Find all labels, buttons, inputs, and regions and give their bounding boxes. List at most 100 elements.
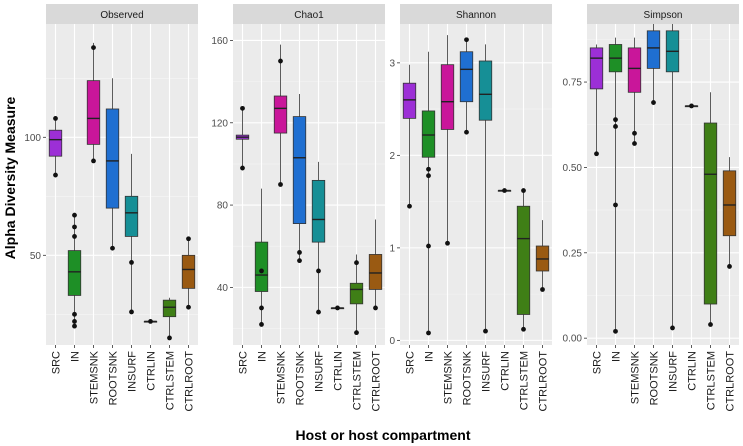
data-point bbox=[259, 305, 264, 311]
box-insurf bbox=[124, 153, 139, 315]
data-point bbox=[445, 240, 450, 246]
y-tick-label: 120 bbox=[211, 118, 228, 129]
box-body bbox=[67, 250, 82, 296]
data-point bbox=[53, 172, 58, 178]
x-tick-label: IN bbox=[257, 351, 269, 362]
x-tick-label: ROOTSNK bbox=[649, 350, 661, 405]
panel-strip bbox=[46, 4, 198, 24]
y-axis-title: Alpha Diversity Measure bbox=[2, 96, 18, 259]
box-body bbox=[292, 116, 307, 224]
box-rootsnk bbox=[105, 78, 120, 251]
data-point bbox=[613, 117, 618, 123]
x-axis-title: Host or host compartment bbox=[295, 427, 470, 443]
panel-title: Chao1 bbox=[294, 10, 324, 21]
data-point bbox=[129, 259, 134, 265]
box-stemsnk bbox=[440, 35, 455, 246]
box-body bbox=[273, 95, 288, 134]
panel-strip bbox=[400, 4, 552, 24]
box-insurf bbox=[478, 44, 493, 334]
box-body bbox=[349, 282, 364, 305]
y-tick-label: 0 bbox=[389, 336, 395, 347]
x-tick-label: CTRLROOT bbox=[371, 351, 383, 412]
box-in bbox=[608, 37, 623, 334]
box-body bbox=[516, 205, 531, 315]
panel-strip bbox=[233, 4, 385, 24]
data-point bbox=[464, 129, 469, 135]
data-point bbox=[540, 287, 545, 292]
x-tick-label: ROOTSNK bbox=[108, 350, 120, 405]
data-point bbox=[613, 328, 618, 334]
x-tick-label: SRC bbox=[405, 351, 417, 374]
box-ctrlstem bbox=[516, 188, 531, 332]
x-tick-label: CTRLSTEM bbox=[165, 351, 177, 410]
box-insurf bbox=[311, 161, 326, 315]
data-point bbox=[689, 103, 694, 109]
box-rootsnk bbox=[459, 37, 474, 135]
box-ctrlin bbox=[684, 103, 699, 109]
y-tick-label: 160 bbox=[211, 36, 228, 47]
data-point bbox=[521, 326, 526, 332]
data-point bbox=[53, 116, 58, 121]
box-ctrlstem bbox=[349, 254, 364, 336]
x-tick-label: INSURF bbox=[314, 351, 326, 392]
box-ctrlstem bbox=[162, 297, 177, 341]
data-point bbox=[316, 268, 321, 274]
box-body bbox=[86, 80, 101, 145]
box-src bbox=[235, 105, 250, 171]
data-point bbox=[426, 173, 431, 179]
data-point bbox=[632, 130, 637, 136]
data-point bbox=[594, 151, 599, 157]
box-body bbox=[124, 195, 139, 237]
data-point bbox=[651, 100, 656, 105]
data-point bbox=[167, 335, 172, 341]
data-point bbox=[632, 141, 637, 146]
y-tick-label: 1 bbox=[389, 243, 395, 254]
data-point bbox=[91, 158, 96, 164]
x-tick-label: CTRLROOT bbox=[538, 351, 550, 412]
box-ctrlroot bbox=[535, 220, 550, 292]
data-point bbox=[297, 258, 302, 264]
panel-chao1: Chao1 40 80 120 160 SRC IN STEMSNK ROOTSNK INSURF… bbox=[211, 4, 385, 412]
data-point bbox=[354, 330, 359, 336]
data-point bbox=[708, 322, 713, 327]
box-in bbox=[67, 212, 82, 329]
y-tick-label: 0.50 bbox=[563, 163, 583, 174]
box-body bbox=[421, 110, 436, 158]
box-body bbox=[311, 179, 326, 243]
y-tick-label: 3 bbox=[389, 58, 395, 69]
data-point bbox=[670, 325, 675, 331]
y-tick-label: 0.00 bbox=[563, 334, 583, 345]
data-point bbox=[354, 260, 359, 266]
x-tick-label: CTRLSTEM bbox=[706, 351, 718, 410]
data-point bbox=[259, 322, 264, 327]
data-point bbox=[72, 318, 77, 324]
x-tick-label: SRC bbox=[238, 351, 250, 374]
panel-title: Shannon bbox=[456, 10, 496, 21]
data-point bbox=[483, 328, 488, 334]
x-tick-label: CTRLIN bbox=[333, 351, 345, 391]
y-tick-label: 2 bbox=[389, 151, 395, 162]
x-tick-label: STEMSNK bbox=[89, 350, 101, 404]
box-ctrlroot bbox=[368, 219, 383, 311]
x-tick-label: CTRLIN bbox=[687, 351, 699, 391]
y-tick-label: 80 bbox=[217, 201, 229, 212]
box-ctrlroot bbox=[181, 236, 196, 310]
box-in bbox=[421, 51, 436, 336]
data-point bbox=[316, 309, 321, 315]
data-point bbox=[613, 124, 618, 129]
box-body bbox=[162, 299, 177, 318]
box-body bbox=[368, 254, 383, 290]
x-tick-label: IN bbox=[424, 351, 436, 362]
box-body bbox=[646, 30, 661, 69]
box-body bbox=[48, 129, 63, 157]
x-tick-label: SRC bbox=[592, 351, 604, 374]
x-tick-label: IN bbox=[70, 351, 82, 362]
box-in bbox=[254, 188, 269, 327]
box-insurf bbox=[665, 24, 680, 331]
data-point bbox=[502, 188, 507, 193]
box-body bbox=[440, 64, 455, 130]
panel-shannon: Shannon 0 1 2 3 SRC IN STEMSNK ROOTSNK INSURF CTRL… bbox=[389, 4, 552, 412]
box-body bbox=[478, 60, 493, 121]
data-point bbox=[426, 330, 431, 336]
